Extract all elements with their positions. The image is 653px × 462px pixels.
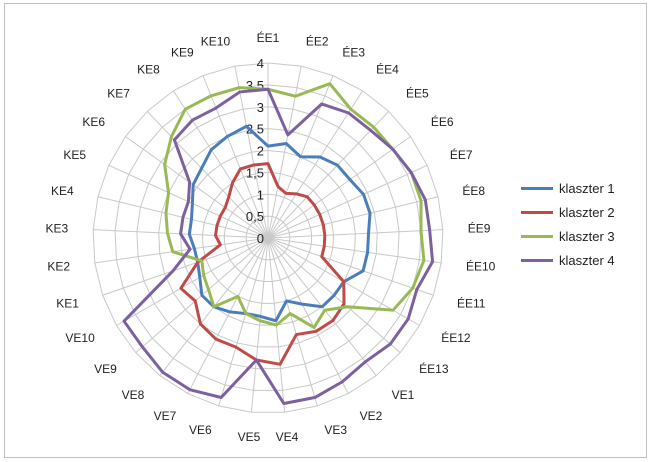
category-label: KE5 xyxy=(63,148,86,162)
series-line-2 xyxy=(179,162,346,366)
legend-item: klaszter 3 xyxy=(521,224,615,248)
radial-tick-label: 0 xyxy=(257,231,264,246)
legend-item: klaszter 2 xyxy=(521,200,615,224)
grid-spoke xyxy=(234,66,269,239)
legend-item: klaszter 1 xyxy=(521,176,615,200)
grid-spoke xyxy=(250,237,269,413)
legend-item: klaszter 4 xyxy=(521,248,615,272)
series-line-1 xyxy=(187,124,372,323)
grid-spoke xyxy=(94,237,269,264)
grid-spoke xyxy=(125,136,269,239)
grid-ring xyxy=(158,128,378,348)
category-label: VE4 xyxy=(276,430,299,444)
radial-tick-label: 0,5 xyxy=(246,209,264,224)
legend-label: klaszter 3 xyxy=(559,228,615,244)
category-label: VE9 xyxy=(94,362,117,376)
radial-tick-label: 3 xyxy=(257,100,264,115)
category-label: ÉE7 xyxy=(450,147,473,162)
legend-swatch xyxy=(521,186,553,190)
category-label: KE4 xyxy=(51,184,74,198)
category-label: ÉE5 xyxy=(406,85,429,100)
category-label: VE1 xyxy=(392,388,415,402)
category-label: ÉE8 xyxy=(462,183,485,198)
grid-ring xyxy=(136,106,400,370)
grid-spoke xyxy=(116,237,269,326)
category-label: KE1 xyxy=(56,296,79,310)
legend-label: klaszter 4 xyxy=(559,252,615,268)
category-label: VE2 xyxy=(360,409,383,423)
radial-tick-label: 1,5 xyxy=(246,165,264,180)
series-line-4 xyxy=(122,87,435,405)
series-lines xyxy=(122,82,435,405)
category-label: ÉE10 xyxy=(466,258,496,273)
category-label: VE10 xyxy=(65,331,95,345)
category-label: KE2 xyxy=(47,259,70,273)
grid-spoke xyxy=(267,90,364,239)
grid-spoke xyxy=(267,229,443,239)
category-label: KE10 xyxy=(201,35,231,49)
category-label: VE6 xyxy=(189,423,212,437)
grid-spoke xyxy=(267,196,439,239)
legend-swatch xyxy=(521,210,553,214)
series-line-3 xyxy=(163,82,426,329)
grid-spoke xyxy=(172,90,269,239)
grid-ring xyxy=(223,193,313,283)
legend-label: klaszter 2 xyxy=(559,204,615,220)
grid-spoke xyxy=(267,237,434,296)
category-label: KE9 xyxy=(171,45,194,59)
category-label: KE6 xyxy=(82,115,105,129)
radial-axis-ticks: 00,511,522,533,54 xyxy=(246,56,264,246)
legend: klaszter 1 klaszter 2 klaszter 3 klaszte… xyxy=(521,176,615,272)
radar-grid xyxy=(92,62,444,413)
legend-swatch xyxy=(521,234,553,238)
category-label: VE5 xyxy=(238,430,261,444)
category-label: ÉE1 xyxy=(257,30,280,45)
grid-spoke xyxy=(267,164,428,239)
category-label: VE8 xyxy=(122,388,145,402)
grid-spoke xyxy=(202,75,269,239)
radial-tick-label: 1 xyxy=(257,187,264,202)
category-label: ÉE3 xyxy=(342,44,365,59)
grid-spoke xyxy=(267,111,390,239)
category-label: ÉE2 xyxy=(306,34,329,49)
category-label: VE3 xyxy=(324,423,347,437)
category-label: ÉE13 xyxy=(419,361,449,376)
category-label: ÉE6 xyxy=(431,114,454,129)
category-label: KE7 xyxy=(107,86,130,100)
category-label: KE3 xyxy=(46,221,69,235)
category-label: KE8 xyxy=(137,63,160,77)
grid-ring xyxy=(92,62,444,413)
grid-spoke xyxy=(187,237,269,394)
radial-tick-label: 4 xyxy=(257,56,264,71)
grid-ring xyxy=(114,84,422,391)
grid-spoke xyxy=(267,237,349,394)
grid-spoke xyxy=(267,237,318,407)
category-label: ÉE9 xyxy=(468,220,491,235)
category-label: VE7 xyxy=(154,409,177,423)
legend-swatch xyxy=(521,258,553,262)
radial-tick-label: 2 xyxy=(257,144,264,159)
legend-label: klaszter 1 xyxy=(559,180,615,196)
radial-tick-label: 2,5 xyxy=(246,122,264,137)
category-label: ÉE12 xyxy=(441,330,471,345)
grid-ring xyxy=(245,215,291,261)
category-label: ÉE4 xyxy=(376,62,399,77)
grid-spoke xyxy=(267,237,442,264)
grid-spoke xyxy=(218,237,269,407)
category-label: ÉE11 xyxy=(457,295,486,310)
grid-spoke xyxy=(146,111,269,239)
grid-spoke xyxy=(267,136,411,239)
grid-ring xyxy=(201,171,335,304)
grid-spoke xyxy=(102,237,269,296)
